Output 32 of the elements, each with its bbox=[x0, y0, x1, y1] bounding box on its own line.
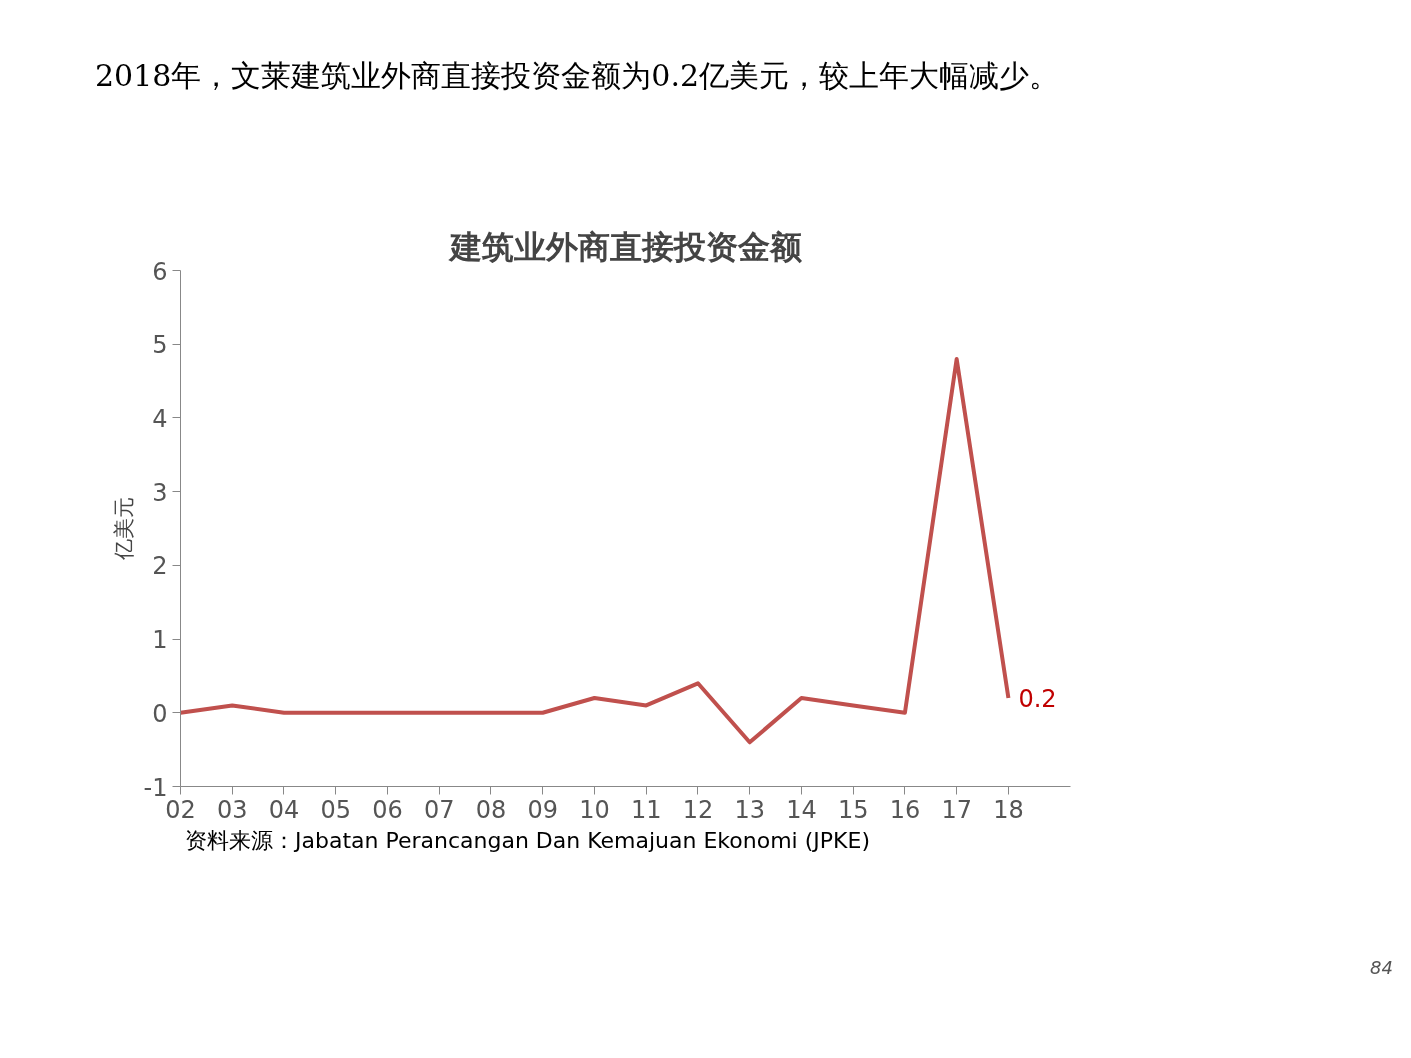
x-tick-label: 17 bbox=[941, 795, 972, 824]
x-tick-label: 06 bbox=[372, 795, 403, 824]
x-tick-label: 15 bbox=[837, 795, 869, 824]
x-tick-label: 14 bbox=[786, 795, 817, 824]
text: 84 bbox=[1370, 956, 1393, 980]
x-tick-label: 02 bbox=[165, 795, 196, 824]
chart-title: 2018年，文莱建筑业外商直接投资金额为0.2亿美元，较上年大幅减少。 bbox=[95, 57, 1060, 95]
x-tick-label: 18 bbox=[993, 795, 1024, 824]
data-label: 0.2 bbox=[1018, 685, 1057, 714]
y-tick-label: 1 bbox=[152, 626, 168, 655]
line-series bbox=[180, 356, 1011, 745]
x-tick-label: 05 bbox=[320, 795, 352, 824]
chart-subtitle: 建筑业外商直接投资金额 bbox=[447, 227, 802, 266]
y-tick-label: 4 bbox=[152, 404, 168, 433]
x-tick-label: 03 bbox=[216, 795, 248, 824]
x-tick-label: 16 bbox=[889, 795, 921, 824]
x-tick-label: 11 bbox=[630, 795, 662, 824]
y-tick-label: 0 bbox=[152, 699, 168, 728]
x-tick-label: 08 bbox=[475, 795, 507, 824]
y-axis-title: 亿美元 bbox=[110, 497, 136, 561]
x-tick-label: 07 bbox=[423, 795, 455, 824]
x-tick-label: 13 bbox=[734, 795, 765, 824]
x-tick-label: 12 bbox=[682, 795, 714, 824]
y-tick-label: 6 bbox=[152, 257, 168, 286]
y-tick-label: 2 bbox=[152, 552, 168, 581]
x-tick-label: 09 bbox=[527, 795, 558, 824]
text: 资料来源：Jabatan Perancangan Dan Kemajuan Ekonomi (JPKE) bbox=[185, 827, 870, 855]
y-tick-label: -1 bbox=[143, 773, 168, 802]
x-tick-label: 10 bbox=[579, 795, 610, 824]
y-tick-label: 5 bbox=[152, 331, 168, 360]
x-tick-label: 04 bbox=[268, 795, 300, 824]
y-tick-label: 3 bbox=[152, 478, 168, 507]
